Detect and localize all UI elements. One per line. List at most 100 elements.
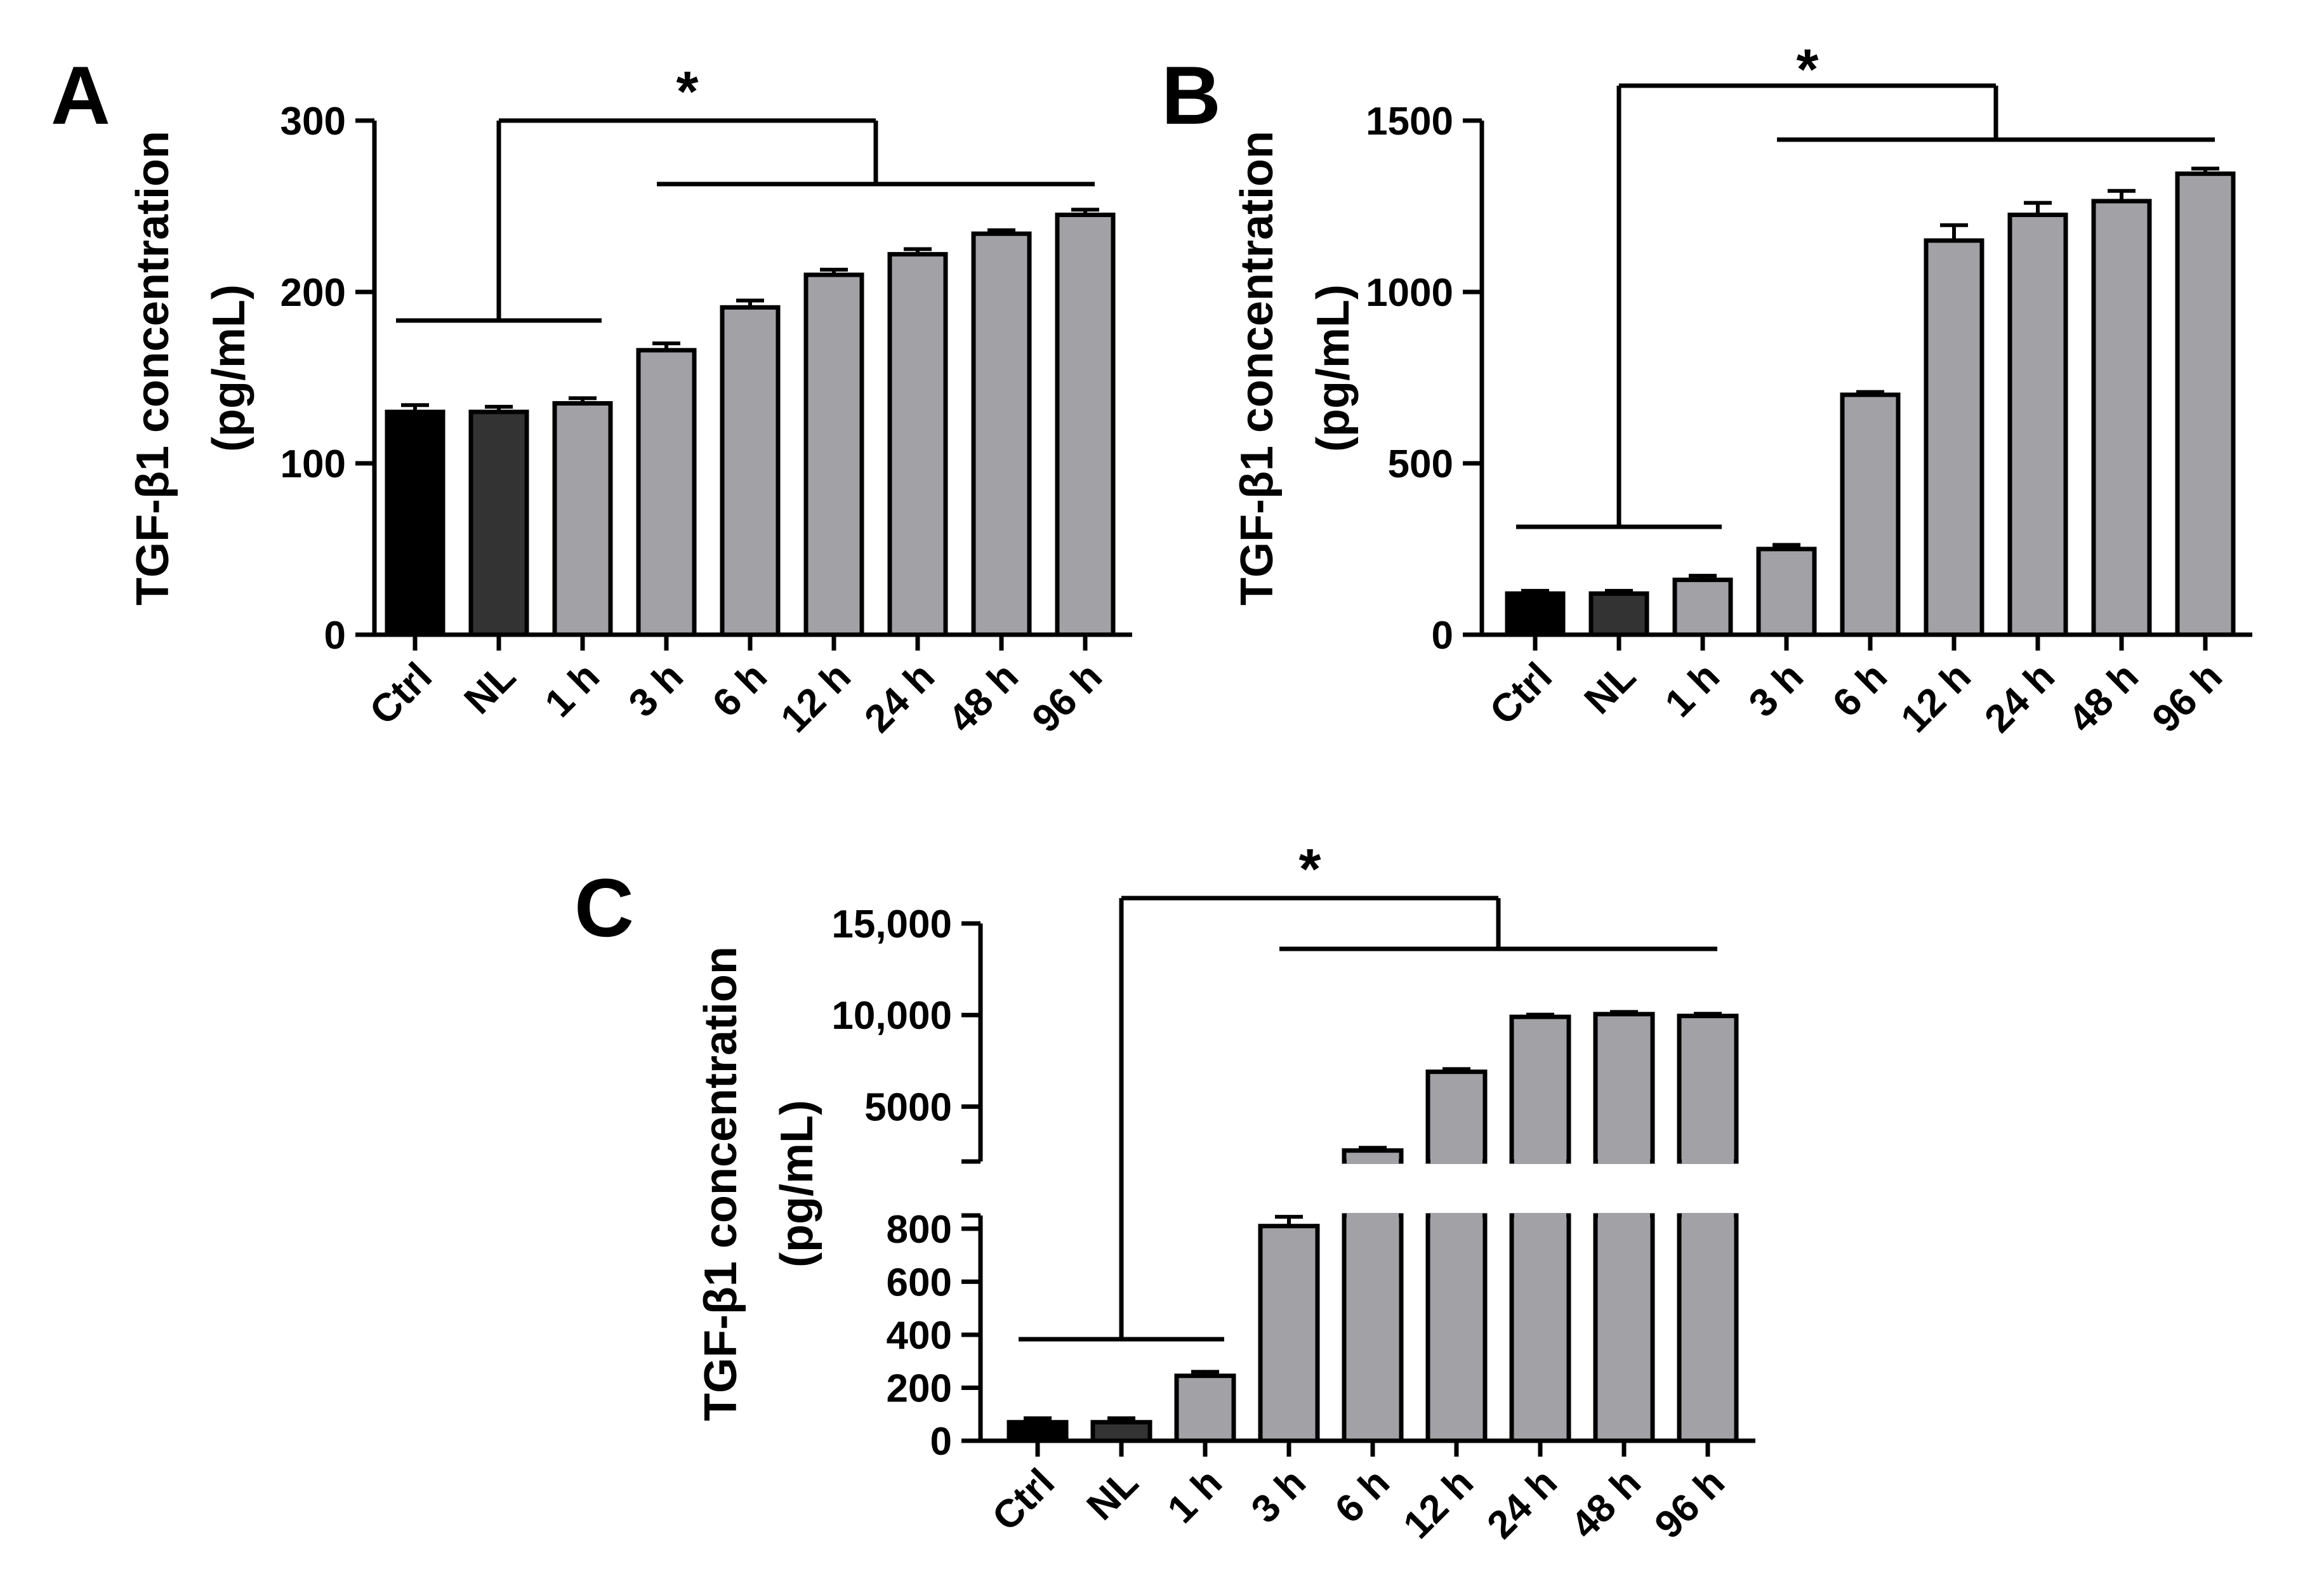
panel-b-y-tick-label: 1500 (1366, 100, 1453, 143)
panel-c-y-tick-label: 10,000 (831, 994, 952, 1038)
panel-a-ylabel: TGF-β1 concentration (128, 131, 178, 606)
panel-a-significance-star: * (676, 60, 698, 124)
panel-c-category-label: 1 h (1159, 1460, 1231, 1532)
panel-c: C TGF-β1 concentration (pg/mL) 0 200 400 600 80… (574, 838, 1755, 1547)
panel-b-bar (2007, 213, 2068, 637)
panel-b-bar (1840, 392, 1901, 637)
panel-a-category-label: NL (456, 654, 524, 722)
panel-a-y-tick-label: 100 (281, 442, 346, 486)
panel-b-y-tick-label: 0 (1432, 614, 1453, 658)
panel-c-y-tick-label: 5000 (864, 1085, 952, 1129)
panel-a-bar (803, 272, 864, 637)
panel-b-category-label: 96 h (2144, 654, 2231, 741)
panel-c-bar (1258, 1224, 1320, 1443)
panel-b-ylabel: TGF-β1 concentration (1232, 131, 1283, 606)
panel-c-ylabel: TGF-β1 concentration (696, 946, 746, 1421)
panel-a-bar (887, 252, 948, 637)
panel-c-category-label: 6 h (1327, 1460, 1398, 1532)
panel-c-bar-break-fill (1430, 1213, 1482, 1218)
panel-c-bar-break-fill (1514, 1213, 1566, 1218)
panel-a-category-label: 96 h (1024, 654, 1111, 741)
panel-c-bar-break-fill (1514, 1159, 1566, 1164)
panel-c-category-label: 24 h (1479, 1460, 1566, 1547)
panel-c-bar-upper (1425, 1069, 1488, 1164)
panel-a-y-tick-label: 0 (324, 614, 346, 658)
panel-c-bar-upper (1509, 1014, 1571, 1164)
panel-c-bar (1174, 1373, 1236, 1443)
panel-c-bar-break-fill (1430, 1159, 1482, 1164)
panel-a-bar (720, 305, 781, 637)
panel-a-category-label: Ctrl (362, 654, 440, 733)
panel-c-category-label: 12 h (1395, 1460, 1482, 1547)
panel-c-bar-break-fill (1347, 1213, 1399, 1218)
panel-c-ylabel-units: (pg/mL) (772, 1100, 822, 1267)
panel-b-bar (1672, 578, 1733, 637)
panel-b-category-label: Ctrl (1482, 654, 1561, 733)
panel-c-letter: C (574, 861, 634, 954)
panel-b-category-label: 6 h (1825, 654, 1896, 725)
panel-c-bar-break-fill (1682, 1159, 1734, 1164)
panel-a-bar (385, 409, 446, 637)
panel-c-bar-lower (1342, 1213, 1404, 1443)
panel-a-category-label: 48 h (940, 654, 1027, 741)
panel-a-bar (468, 409, 529, 637)
panel-b-bar (1924, 238, 1984, 637)
panel-b-bar (2091, 199, 2152, 637)
panel-c-category-label: Ctrl (984, 1460, 1063, 1539)
panel-b-y-tick-label: 500 (1388, 442, 1453, 486)
panel-c-bar-upper (1677, 1014, 1739, 1164)
panel-a-category-label: 6 h (704, 654, 776, 725)
panel-b-significance-star: * (1796, 38, 1818, 102)
panel-c-y-tick-label: 200 (887, 1367, 952, 1410)
panel-c-y-tick-label: 600 (887, 1261, 952, 1304)
panel-b-bar (2175, 171, 2236, 637)
panel-c-category-label: 96 h (1646, 1460, 1733, 1547)
panel-b-category-label: 24 h (1976, 654, 2063, 741)
panel-a-category-label: 3 h (621, 654, 692, 725)
panel-c-bar-break-fill (1598, 1213, 1650, 1218)
panel-c-bar-break-fill (1347, 1159, 1399, 1164)
panel-c-category-label: NL (1079, 1460, 1147, 1528)
panel-b-ylabel-units: (pg/mL) (1308, 284, 1359, 452)
panel-c-significance-star: * (1298, 838, 1321, 901)
panel-c-bar-upper (1593, 1012, 1655, 1164)
panel-c-bar (1090, 1420, 1152, 1443)
panel-b-bar (1588, 591, 1649, 637)
panel-b-category-label: NL (1576, 654, 1644, 722)
panel-a-category-label: 1 h (537, 654, 608, 725)
panel-a-bar (1055, 213, 1116, 637)
panel-c-y-tick-label: 15,000 (831, 903, 952, 946)
panel-a-bar (552, 401, 613, 637)
panel-a-category-label: 24 h (856, 654, 943, 741)
panel-c-bar (1007, 1420, 1069, 1443)
panel-c-y-tick-label: 800 (887, 1208, 952, 1252)
panel-b-bar (1505, 591, 1566, 637)
panel-b-category-label: 3 h (1741, 654, 1812, 725)
panel-c-bar-lower (1425, 1213, 1488, 1443)
panel-c-bar-lower (1509, 1213, 1571, 1443)
panel-c-y-tick-label: 0 (930, 1420, 952, 1464)
panel-a-bar (636, 348, 697, 637)
panel-a-category-label: 12 h (772, 654, 859, 741)
panel-c-bar-lower (1593, 1213, 1655, 1443)
panel-a: A TGF-β1 concentration (pg/mL) 0 100 200 300 Ct… (51, 49, 1132, 741)
panel-b-category-label: 12 h (1892, 654, 1979, 741)
panel-c-category-label: 3 h (1243, 1460, 1314, 1532)
panel-c-y-tick-label: 400 (887, 1314, 952, 1358)
panel-a-bar (971, 231, 1032, 637)
panel-a-y-tick-label: 200 (281, 271, 346, 315)
panel-a-letter: A (51, 49, 110, 142)
panel-b-bar (1756, 546, 1817, 637)
panel-b-category-label: 48 h (2060, 654, 2147, 741)
panel-a-ylabel-units: (pg/mL) (204, 284, 254, 452)
panel-b-category-label: 1 h (1657, 654, 1728, 725)
panel-c-bar-break-fill (1682, 1213, 1734, 1218)
panel-c-category-label: 48 h (1562, 1460, 1649, 1547)
panel-c-bar-break-fill (1598, 1159, 1650, 1164)
panel-c-bar-lower (1677, 1213, 1739, 1443)
panel-a-y-tick-label: 300 (281, 100, 346, 143)
panel-b-y-tick-label: 1000 (1366, 271, 1453, 315)
panel-b-letter: B (1161, 49, 1221, 142)
